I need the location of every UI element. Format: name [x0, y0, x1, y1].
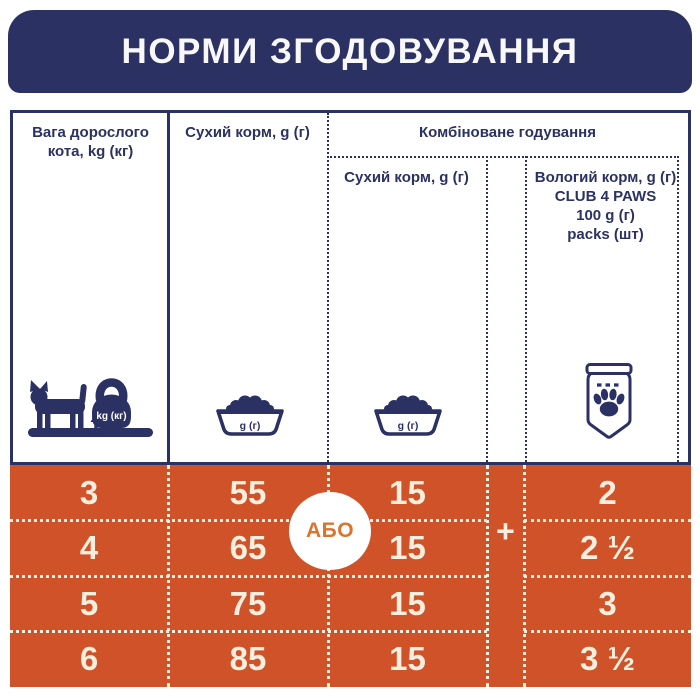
grid-hline: [10, 630, 487, 633]
cell-weight: 6: [79, 640, 99, 678]
combined-feeding-header: Комбіноване годування: [419, 124, 596, 141]
food-bowl-icon-combined: g (г): [374, 395, 442, 436]
cat-weight-scale-icon: kg (кг): [28, 378, 153, 437]
cell-wet-packs: 3: [598, 584, 617, 622]
subcolumn-divider-edge: [677, 156, 679, 462]
grid-hline: [524, 519, 691, 522]
page-title: НОРМИ ЗГОДОВУВАННЯ: [121, 31, 579, 71]
grid-vline: [485, 465, 489, 687]
title-banner: НОРМИ ЗГОДОВУВАННЯ: [8, 10, 692, 93]
cell-wet-packs: 3 ½: [579, 640, 636, 678]
column-divider-solid: [167, 113, 170, 462]
cell-combined-dry: 15: [389, 640, 426, 678]
cell-combined-dry: 15: [389, 584, 426, 622]
wet-food-pouch-icon: [585, 363, 633, 439]
feeding-data-grid: 3 55 15 2 4 65 15 2 ½ 5 75 15 3 6 85 15 …: [10, 465, 691, 687]
column-divider-dotted: [327, 113, 329, 462]
grid-hline: [10, 574, 487, 578]
kettlebell-label: kg (кг): [96, 411, 126, 422]
grid-hline: [10, 519, 487, 522]
wet-food-subheader: Вологий корм, g (г) CLUB 4 PAWS 100 g (г…: [534, 169, 677, 243]
grid-hline: [524, 630, 691, 633]
feeding-table-header: Вага дорослого кота, kg (кг) Сухий корм,…: [10, 110, 691, 465]
bowl-label: g (г): [240, 420, 261, 432]
subcolumn-divider-right: [525, 156, 527, 462]
cell-combined-dry: 15: [389, 473, 426, 511]
bowl-label: g (г): [398, 420, 419, 432]
food-bowl-icon-dry: g (г): [216, 395, 284, 436]
weight-column-header: Вага дорослого кота, kg (кг): [32, 124, 149, 160]
grid-hline: [524, 574, 691, 578]
cell-combined-dry: 15: [389, 529, 426, 567]
paw-icon: [593, 388, 625, 417]
combined-dry-subheader: Сухий корм, g (г): [344, 169, 469, 186]
cell-dry: 55: [229, 473, 267, 511]
cell-wet-packs: 2: [598, 473, 617, 511]
cell-weight: 3: [79, 473, 99, 511]
cell-weight: 5: [79, 584, 99, 622]
scale-bar: [28, 428, 153, 437]
plus-sign: +: [496, 512, 515, 549]
cell-dry: 65: [229, 529, 267, 567]
cell-wet-packs: 2 ½: [579, 529, 636, 567]
subcolumn-divider-left: [486, 156, 488, 462]
cell-weight: 4: [79, 529, 99, 567]
kettlebell-icon: [92, 378, 131, 428]
combined-section-divider: [327, 156, 679, 158]
cat-icon: [30, 380, 87, 428]
cell-dry: 85: [229, 640, 267, 678]
dry-food-column-header: Сухий корм, g (г): [185, 124, 310, 141]
cell-dry: 75: [229, 584, 267, 622]
or-badge: АБО: [289, 492, 371, 570]
